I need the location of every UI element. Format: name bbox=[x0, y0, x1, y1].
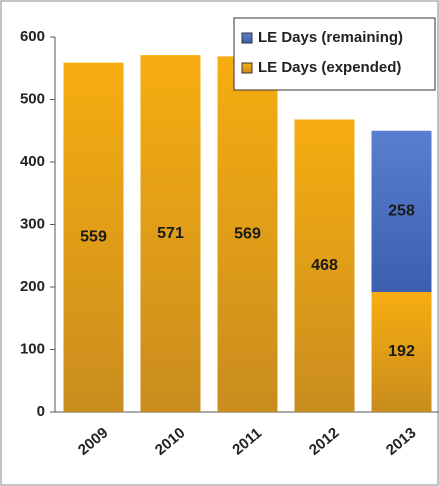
data-label: 468 bbox=[311, 257, 338, 274]
legend-swatch bbox=[241, 62, 253, 74]
x-tick-label: 2009 bbox=[75, 424, 111, 458]
y-tick-label: 0 bbox=[37, 403, 45, 420]
legend-label: LE Days (expended) bbox=[258, 59, 401, 76]
bar-segment bbox=[63, 62, 124, 412]
legend-box bbox=[233, 17, 436, 91]
y-tick-label: 400 bbox=[20, 153, 45, 170]
data-label: 192 bbox=[388, 343, 415, 360]
y-tick-label: 600 bbox=[20, 28, 45, 45]
data-label: 571 bbox=[157, 225, 184, 242]
x-tick-label: 2013 bbox=[383, 424, 419, 458]
y-tick-label: 200 bbox=[20, 278, 45, 295]
bar-segment bbox=[371, 292, 432, 412]
x-tick-label: 2011 bbox=[229, 425, 265, 459]
data-label: 569 bbox=[234, 225, 261, 242]
data-label: 559 bbox=[80, 229, 107, 246]
bar-segment bbox=[217, 56, 278, 412]
x-tick-label: 2010 bbox=[152, 424, 188, 458]
legend-swatch bbox=[241, 32, 253, 44]
y-tick-label: 500 bbox=[20, 90, 45, 107]
bar-segment bbox=[371, 130, 432, 292]
y-tick-label: 300 bbox=[20, 215, 45, 232]
bar-segment bbox=[294, 119, 355, 412]
x-tick-label: 2012 bbox=[306, 424, 342, 458]
bar-segment bbox=[140, 55, 201, 412]
legend-label: LE Days (remaining) bbox=[258, 29, 403, 46]
data-label: 258 bbox=[388, 203, 415, 220]
y-tick-label: 100 bbox=[20, 340, 45, 357]
